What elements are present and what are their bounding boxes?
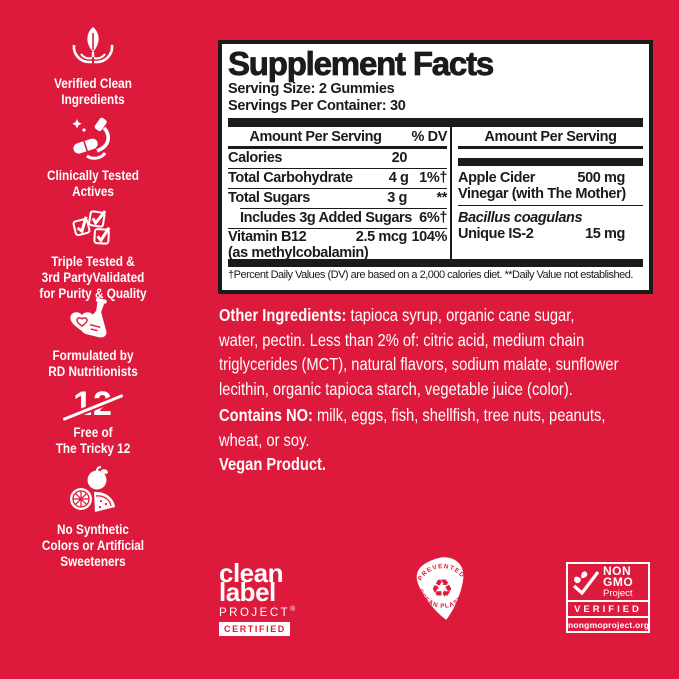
microscope-icon	[0, 116, 186, 162]
vitamin-b12-form: (as methylcobalamin)	[228, 244, 369, 261]
table-row-vitamin-b12: Vitamin B12 2.5 mcg 104% (as methylcobal…	[228, 227, 447, 261]
table-row: Total Carbohydrate 4 g 1%†	[228, 167, 447, 188]
table-row-apple-cider: Apple Cider 500 mg Vinegar (with The Mot…	[458, 169, 626, 202]
flask-heart-icon	[0, 296, 186, 342]
divider-bar	[228, 259, 643, 267]
claim-formulated: Formulated by RD Nutritionists	[0, 296, 186, 379]
column-header-amount: Amount Per Serving	[484, 129, 617, 145]
table-row-bacillus: Bacillus coagulans Unique IS-2 15 mg	[458, 210, 625, 242]
column-header-dv: % DV	[411, 129, 448, 145]
clean-label-project-badge: clean label PROJECT® CERTIFIED	[219, 558, 298, 637]
hands-holding-leaf-icon	[0, 24, 186, 70]
daily-value-footnote: †Percent Daily Values (DV) are based on …	[228, 269, 633, 281]
table-row: Total Sugars 3 g **	[228, 187, 447, 208]
verified-tag: VERIFIED	[568, 600, 648, 616]
non-gmo-url: nongmoproject.org	[568, 616, 649, 631]
header-rule	[228, 146, 447, 149]
claim-label: Verified Clean Ingredients	[54, 75, 132, 107]
claim-free-of-tricky-12: 12 Free of The Tricky 12	[0, 386, 186, 456]
vegan-product: Vegan Product.	[219, 454, 327, 474]
other-ingredients-label: Other Ingredients:	[219, 305, 347, 325]
claim-verified-clean: Verified Clean Ingredients	[0, 24, 186, 107]
facts-left-column: Amount Per Serving % DV Calories 20 Tota…	[228, 127, 452, 260]
claim-label: Clinically Tested Actives	[47, 167, 139, 199]
non-gmo-project-badge: NON GMO Project VERIFIED nongmoproject.o…	[566, 562, 650, 633]
facts-right-column: Amount Per Serving Apple Cider 500 mg Vi…	[452, 127, 643, 259]
facts-table: Amount Per Serving % DV Calories 20 Tota…	[228, 127, 643, 260]
crossed-12-icon: 12	[0, 386, 186, 424]
claim-clinically-tested: Clinically Tested Actives	[0, 116, 186, 199]
table-row: Calories 20	[228, 150, 407, 166]
prevented-ocean-plastic-badge: PREVENTED OCEAN PLASTIC ♻	[406, 554, 478, 633]
divider-bar	[228, 118, 643, 127]
butterfly-checkmark-icon	[572, 570, 600, 595]
servings-per-container: Servings Per Container: 30	[228, 98, 406, 114]
claim-label: Free of The Tricky 12	[55, 424, 131, 456]
table-row-indented: Includes 3g Added Sugars 6%†	[240, 207, 447, 228]
panel-title: Supplement Facts	[228, 45, 495, 82]
contains-no: Contains NO: milk, eggs, fish, shellfish…	[219, 405, 606, 474]
contains-no-label: Contains NO:	[219, 405, 313, 425]
divider-bar	[458, 157, 643, 166]
supplement-facts-panel: Supplement Facts Serving Size: 2 Gummies…	[218, 40, 653, 294]
header-rule	[458, 146, 643, 149]
row-rule	[458, 204, 643, 206]
column-header-amount: Amount Per Serving	[249, 129, 382, 145]
claim-no-synthetic: No Synthetic Colors or Artificial Sweete…	[0, 466, 186, 569]
claim-label: Formulated by RD Nutritionists	[48, 347, 138, 379]
claim-label: Triple Tested & 3rd PartyValidated for P…	[39, 253, 147, 301]
triple-checkmarks-icon	[0, 206, 186, 248]
claim-label: No Synthetic Colors or Artificial Sweete…	[41, 521, 145, 569]
certified-tag: CERTIFIED	[219, 621, 290, 637]
serving-size: Serving Size: 2 Gummies	[228, 81, 395, 97]
other-ingredients: Other Ingredients: tapioca syrup, organi…	[219, 305, 619, 399]
recycle-icon: ♻	[431, 574, 453, 603]
fruits-icon	[0, 466, 186, 516]
claim-triple-tested: Triple Tested & 3rd PartyValidated for P…	[0, 206, 186, 301]
